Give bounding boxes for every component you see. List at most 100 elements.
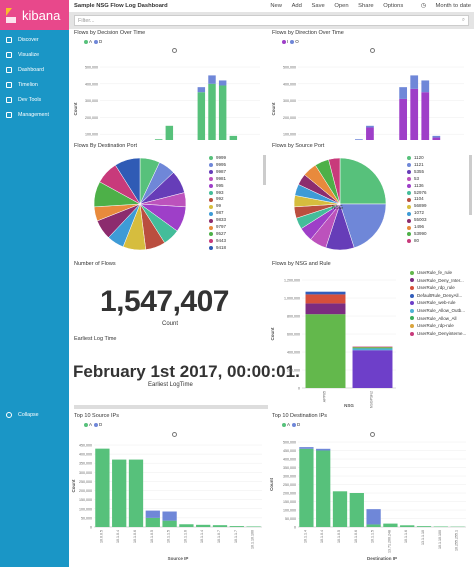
y-tick-label: 200,000	[283, 492, 296, 496]
top-bar: Sample NSG Flow Log Dashboard New Add Sa…	[69, 0, 474, 12]
x-tick-label: 10.1.0.5	[337, 530, 341, 543]
sidebar-item-management[interactable]: Management	[0, 107, 69, 122]
menu-options[interactable]: Options	[383, 3, 404, 9]
bar	[197, 92, 206, 140]
pie-legend: 1120 1121 5355 53 1136 52976 1104 56899 1072 5500…	[405, 155, 427, 245]
legend-item[interactable]: 55003	[405, 217, 427, 224]
bar	[218, 80, 227, 86]
legend-item[interactable]: 9987	[207, 169, 226, 176]
sidebar-item-discover[interactable]: Discover	[0, 32, 69, 47]
menu-open[interactable]: Open	[334, 3, 349, 9]
legend-item[interactable]: 1496	[405, 224, 427, 231]
earliest-log-label: Earliest LogTime	[148, 382, 193, 388]
legend-item[interactable]: UserRule_web-rule	[408, 299, 466, 307]
bar	[400, 525, 415, 527]
menu-new[interactable]: New	[270, 3, 282, 9]
pie-axis-label: NSG	[332, 205, 343, 211]
bar	[332, 491, 348, 527]
legend-item[interactable]: 1136	[405, 183, 427, 190]
legend-label[interactable]: A	[287, 422, 291, 427]
sidebar-item-visualize[interactable]: Visualize	[0, 47, 69, 62]
search-icon[interactable]: ⌕	[461, 17, 465, 23]
y-tick-label: 100,000	[85, 133, 98, 137]
legend-item[interactable]: 53	[405, 176, 427, 183]
legend-dot	[407, 239, 411, 244]
sidebar-item-dev-tools[interactable]: Dev Tools	[0, 92, 69, 107]
legend-item[interactable]: 995	[207, 183, 226, 190]
legend-item[interactable]: 9418	[207, 245, 226, 252]
legend-label: 9443	[216, 237, 227, 243]
sidebar-item-dashboard[interactable]: Dashboard	[0, 62, 69, 77]
legend-item[interactable]: UserRule_rdp-rule	[408, 322, 466, 330]
legend-item[interactable]: UserRule_rdp_rule	[408, 284, 466, 292]
menu-share[interactable]: Share	[358, 3, 374, 9]
filter-input[interactable]: Filter... ⌕	[74, 15, 469, 26]
menu-add[interactable]: Add	[291, 3, 302, 9]
kibana-logo[interactable]: kibana	[0, 0, 69, 30]
legend-label: 9995	[216, 161, 227, 167]
legend-dot	[209, 218, 213, 223]
sidebar-item-label: Dev Tools	[18, 96, 42, 103]
gear-icon[interactable]	[172, 432, 177, 437]
gear-icon[interactable]	[172, 48, 177, 53]
legend-label[interactable]: I	[287, 39, 289, 44]
legend-item[interactable]: UserRule_Denyinterne...	[408, 330, 466, 338]
legend-label[interactable]: D	[297, 422, 301, 427]
legend-item[interactable]: 987	[207, 210, 226, 217]
panel-title: Flows By Destination Port	[74, 143, 137, 149]
sidebar-item-label: Visualize	[18, 51, 40, 58]
legend-item[interactable]: 99	[207, 203, 226, 210]
legend-item[interactable]: UserRule_Deny_Inter...	[408, 277, 466, 285]
legend-item[interactable]: 9999	[207, 155, 226, 162]
legend-item[interactable]: 53990	[405, 231, 427, 238]
gear-icon[interactable]	[370, 432, 375, 437]
bar	[352, 348, 393, 351]
legend-dot	[84, 422, 88, 427]
legend-label: UserRule_rdp_rule	[417, 285, 455, 291]
y-tick-label: 100,000	[79, 507, 92, 511]
legend-item[interactable]: 1121	[405, 162, 427, 169]
bar	[399, 98, 408, 140]
legend-item[interactable]: UserRule_fe_rule	[408, 269, 466, 277]
legend-item[interactable]: 9797	[207, 224, 226, 231]
time-picker[interactable]: ◷ Month to date	[413, 3, 471, 9]
legend-item[interactable]: 9981	[207, 176, 226, 183]
legend-item[interactable]: 56899	[405, 203, 427, 210]
legend-item[interactable]: 9527	[207, 231, 226, 238]
legend-dot	[292, 422, 297, 427]
y-tick-label: 300,000	[283, 475, 296, 479]
legend-item[interactable]: UserRule_Allow_All	[408, 315, 466, 323]
legend-item[interactable]: 9833	[207, 217, 226, 224]
legend-item[interactable]: 5355	[405, 169, 427, 176]
legend-item[interactable]: DefaultRule_DenyAll...	[408, 292, 466, 300]
legend-item[interactable]: UserRule_Allow_Outb...	[408, 307, 466, 315]
legend-label[interactable]: D	[99, 422, 103, 427]
legend-item[interactable]: 1104	[405, 196, 427, 203]
menu-save[interactable]: Save	[311, 3, 325, 9]
sidebar-item-timelion[interactable]: Timelion	[0, 77, 69, 92]
gear-icon[interactable]	[370, 48, 375, 53]
y-tick-label: 400,000	[287, 351, 300, 355]
legend-scrollbar[interactable]	[469, 155, 472, 215]
horizontal-scrollbar[interactable]	[74, 405, 268, 409]
legend-label[interactable]: A	[89, 422, 93, 427]
legend-item[interactable]: 9995	[207, 162, 226, 169]
bar	[316, 448, 331, 451]
y-tick-label: 0	[90, 526, 92, 530]
legend-dot	[209, 170, 213, 175]
legend-scrollbar[interactable]	[263, 155, 266, 185]
legend-item[interactable]: 993	[207, 190, 226, 197]
legend-item[interactable]: 80	[405, 238, 427, 245]
legend-dot	[282, 39, 286, 44]
collapse-button[interactable]: Collapse	[6, 412, 39, 418]
legend-item[interactable]: 1072	[405, 210, 427, 217]
legend-item[interactable]: 1120	[405, 155, 427, 162]
legend-label[interactable]: D	[99, 39, 103, 44]
x-tick-label: 10.1.0.4	[116, 530, 120, 543]
legend-item[interactable]: 992	[207, 196, 226, 203]
legend-label[interactable]: A	[89, 39, 93, 44]
legend-label[interactable]: O	[295, 39, 299, 44]
legend-item[interactable]: 52976	[405, 190, 427, 197]
legend-item[interactable]: 9443	[207, 238, 226, 245]
